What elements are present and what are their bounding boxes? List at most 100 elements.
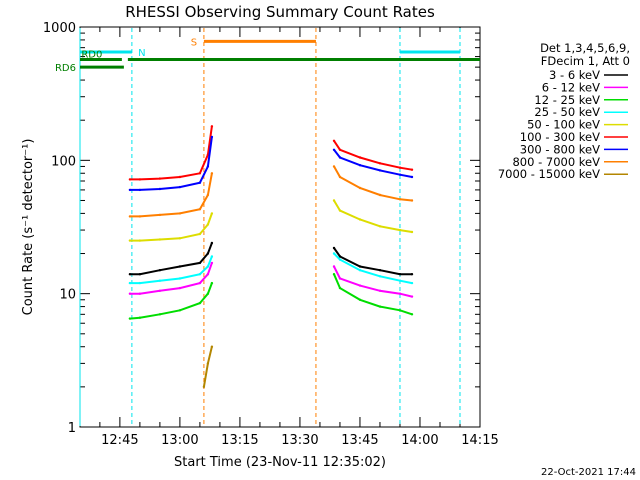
series-6 [128, 135, 414, 192]
series-line-segment [333, 252, 413, 285]
data-point [332, 199, 336, 202]
data-point [410, 295, 414, 298]
x-tick-label: 13:00 [161, 433, 198, 448]
data-point [410, 281, 414, 285]
data-point [210, 212, 214, 215]
data-point [210, 125, 214, 128]
data-point [128, 188, 132, 192]
data-point [398, 279, 402, 282]
data-point [158, 289, 162, 292]
data-point [398, 173, 402, 176]
data-point [202, 385, 206, 389]
data-point [358, 156, 362, 159]
data-point [206, 265, 210, 268]
data-point [358, 284, 362, 287]
data-point [206, 362, 210, 365]
data-point [138, 281, 142, 285]
data-point [158, 238, 162, 241]
data-point [128, 239, 132, 242]
data-point [178, 212, 182, 215]
legend-label: 800 - 7000 keV [512, 155, 600, 169]
data-point [138, 273, 142, 276]
x-tick-label: 13:45 [341, 433, 378, 448]
x-axis-label: Start Time (23-Nov-11 12:35:02) [174, 455, 386, 470]
data-point [410, 273, 414, 276]
data-point [210, 255, 214, 258]
data-point [338, 148, 342, 151]
data-point [128, 215, 132, 218]
data-point [178, 277, 182, 280]
x-tick-label: 13:30 [281, 433, 318, 448]
instrument-state-annotations: N S RD0 RD6 [55, 28, 480, 426]
y-axis-label: Count Rate (s⁻¹ detector⁻¹) [21, 139, 36, 316]
data-point [158, 213, 162, 217]
data-point [332, 265, 336, 268]
annotation-label-s: S [191, 37, 197, 48]
series-line-segment [333, 247, 412, 276]
data-point [410, 230, 414, 234]
legend-label: 50 - 100 keV [527, 118, 600, 132]
data-point [378, 225, 382, 228]
data-point [378, 305, 382, 308]
data-point [358, 298, 362, 301]
data-point [178, 237, 182, 240]
data-point [206, 292, 210, 295]
series-8 [202, 345, 214, 389]
legend-label: 7000 - 15000 keV [498, 167, 600, 181]
legend-label: 3 - 6 keV [549, 68, 600, 82]
series-line-segment [333, 273, 413, 316]
y-tick-label: 1 [68, 421, 76, 436]
data-point [198, 232, 202, 236]
data-point [338, 156, 342, 159]
data-point [378, 169, 382, 172]
data-point [338, 258, 342, 261]
series-line-segment [333, 149, 413, 178]
data-point [398, 166, 402, 169]
data-point [128, 178, 132, 181]
series-0 [128, 241, 414, 276]
series-2 [128, 273, 414, 320]
data-point [198, 281, 202, 285]
legend-label: 300 - 800 keV [520, 142, 600, 156]
data-point [338, 277, 342, 280]
data-point [210, 241, 214, 245]
data-point [378, 193, 382, 197]
series-line-segment [333, 140, 413, 171]
legend-header-2: FDecim 1, Att 0 [541, 54, 630, 68]
x-tick-label: 14:15 [461, 433, 498, 448]
data-point [198, 181, 202, 184]
series-line-segment [129, 213, 213, 242]
x-tick-label: 14:00 [401, 433, 438, 448]
series-line-segment [129, 126, 213, 181]
legend-label: 12 - 25 keV [534, 93, 600, 107]
legend-label: 25 - 50 keV [534, 105, 600, 119]
data-point [178, 185, 182, 189]
data-point [206, 223, 210, 226]
series-line-segment [129, 242, 213, 276]
data-point [158, 177, 162, 180]
data-point [338, 255, 342, 258]
data-point [398, 228, 402, 232]
x-tick-label: 13:15 [221, 433, 258, 448]
y-tick-label: 10 [59, 288, 76, 303]
data-point [398, 309, 402, 312]
data-point [210, 135, 214, 139]
data-point [332, 165, 336, 168]
plot-frame [79, 26, 481, 428]
data-point [378, 289, 382, 292]
data-point [210, 345, 214, 348]
data-point [138, 292, 142, 295]
annotation-label-n: N [138, 48, 145, 59]
data-point [158, 269, 162, 272]
data-point [198, 301, 202, 305]
data-point [398, 198, 402, 201]
data-point [206, 193, 210, 197]
data-point [410, 199, 414, 202]
data-point [358, 269, 362, 272]
data-point [398, 273, 402, 276]
legend-header-1: Det 1,3,4,5,6,9, [540, 41, 630, 55]
data-point [138, 316, 142, 319]
series-lines [128, 125, 414, 389]
series-1 [128, 261, 414, 298]
